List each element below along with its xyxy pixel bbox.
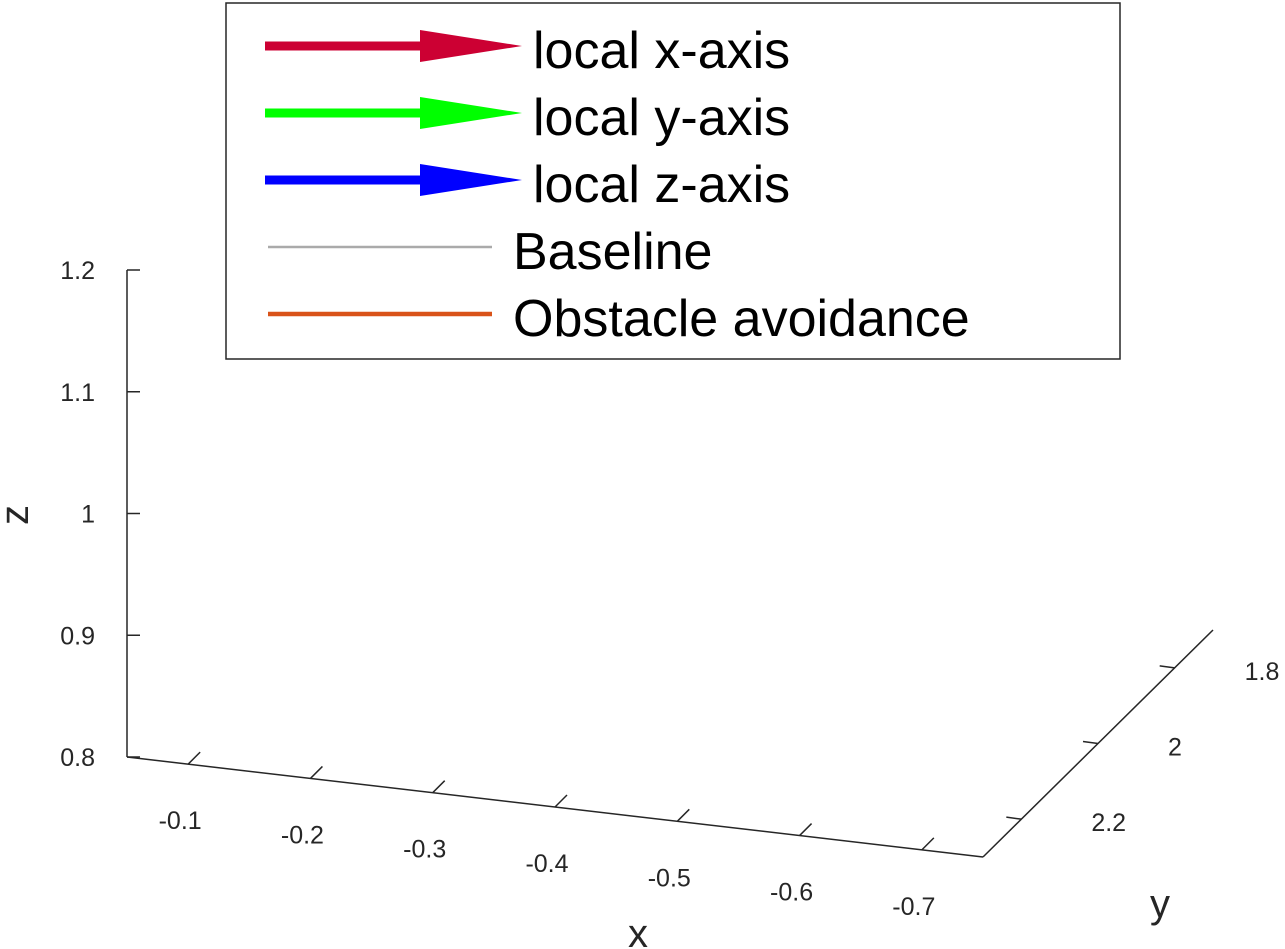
legend-item: local y-axis <box>265 89 790 147</box>
ticks: 0.8 0.9 1 1.1 1.2 -0.1 -0.2 -0.3 -0.4 -0.5 -0.6 -0.… <box>60 257 1279 921</box>
legend-arrow-head <box>420 164 522 196</box>
x-tick-label: -0.3 <box>403 836 446 864</box>
x-tick-label: -0.1 <box>159 807 202 835</box>
y-tick-mark <box>1006 816 1022 820</box>
x-tick-label: -0.2 <box>281 821 324 849</box>
y-axis-label: y <box>1150 882 1170 926</box>
legend-item: local z-axis <box>265 156 790 214</box>
x-tick-label: -0.7 <box>892 893 935 921</box>
z-tick-label: 1.2 <box>60 257 95 285</box>
y-tick-label: 1.8 <box>1245 658 1280 686</box>
legend-label: local x-axis <box>533 22 790 80</box>
legend-label: Baseline <box>513 223 712 281</box>
legend-item: Baseline <box>268 223 712 281</box>
legend-item: local x-axis <box>265 22 790 80</box>
z-tick-label: 1 <box>81 501 95 529</box>
x-tick-label: -0.6 <box>770 879 813 907</box>
x-tick-label: -0.5 <box>648 864 691 892</box>
z-tick-label: 0.8 <box>60 744 95 772</box>
y-tick-label: 2.2 <box>1091 809 1126 837</box>
x-tick-mark <box>921 837 935 851</box>
x-tick-mark <box>799 823 813 837</box>
legend-arrow-head <box>420 97 522 129</box>
y-tick-mark <box>1159 665 1175 669</box>
x-tick-mark <box>432 780 446 794</box>
legend-arrow-head <box>420 30 522 62</box>
legend-label: local z-axis <box>533 156 790 214</box>
x-tick-mark <box>187 751 201 765</box>
z-tick-label: 0.9 <box>60 622 95 650</box>
legend-label: Obstacle avoidance <box>513 290 970 348</box>
legend-item: Obstacle avoidance <box>268 290 970 348</box>
y-tick-label: 2 <box>1168 734 1182 762</box>
x-tick-mark <box>676 808 690 822</box>
y-tick-mark <box>1082 740 1099 745</box>
x-tick-mark <box>554 794 568 808</box>
z-axis-label: z <box>0 505 37 525</box>
x-tick-mark <box>309 765 323 779</box>
z-tick-label: 1.1 <box>60 379 95 407</box>
x-tick-label: -0.4 <box>525 850 568 878</box>
legend: local x-axis local y-axis local z-axis Base… <box>225 2 1121 360</box>
x-axis-label: x <box>628 912 648 949</box>
legend-label: local y-axis <box>533 89 790 147</box>
